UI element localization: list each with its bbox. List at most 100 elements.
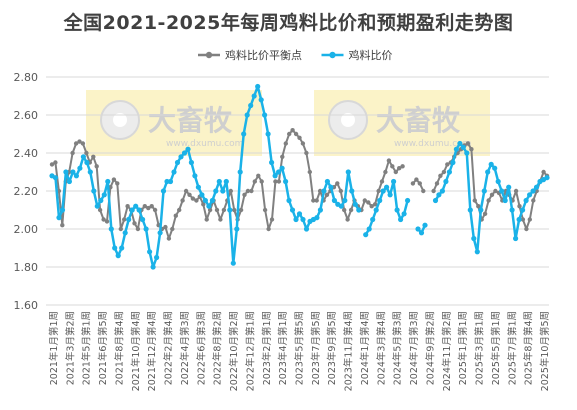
data-point bbox=[506, 184, 512, 190]
data-point bbox=[457, 140, 463, 147]
data-point bbox=[314, 198, 319, 203]
data-point bbox=[345, 217, 350, 222]
data-point bbox=[394, 207, 400, 213]
x-tick-label: 2025年1月第1周 bbox=[457, 311, 469, 385]
x-tick-label: 2022年2月第4周 bbox=[163, 311, 175, 385]
x-tick-label: 2024年11月第2周 bbox=[441, 311, 453, 391]
data-point bbox=[324, 192, 330, 197]
data-point bbox=[431, 188, 436, 194]
data-point bbox=[185, 146, 191, 152]
data-point bbox=[489, 192, 495, 197]
data-point bbox=[397, 166, 402, 171]
data-point bbox=[173, 213, 178, 218]
x-tick-label: 2025年5月第1周 bbox=[490, 311, 502, 385]
data-point bbox=[307, 169, 312, 175]
data-point bbox=[53, 160, 58, 165]
data-point bbox=[94, 203, 100, 209]
data-point bbox=[216, 178, 222, 185]
data-point bbox=[379, 179, 385, 184]
data-point bbox=[202, 197, 208, 204]
legend-swatch-marker bbox=[329, 51, 336, 59]
y-tick-label: 1.80 bbox=[14, 261, 39, 274]
data-point bbox=[213, 188, 219, 194]
x-tick-label: 2023年9月第5周 bbox=[326, 311, 338, 385]
data-point bbox=[287, 131, 292, 137]
data-point bbox=[227, 207, 233, 213]
data-point bbox=[533, 184, 540, 190]
data-point bbox=[255, 83, 261, 90]
data-point bbox=[348, 207, 354, 213]
data-point bbox=[286, 197, 292, 204]
data-point bbox=[80, 141, 86, 146]
data-point bbox=[77, 139, 82, 144]
data-point bbox=[387, 192, 393, 198]
watermark-brand: 大畜牧 bbox=[148, 104, 233, 137]
x-tick-label: 2022年10月第2周 bbox=[228, 311, 240, 391]
data-point bbox=[228, 188, 233, 194]
data-point bbox=[279, 165, 285, 171]
data-point bbox=[276, 169, 282, 175]
data-point bbox=[417, 181, 422, 186]
data-point bbox=[149, 204, 154, 209]
data-point bbox=[509, 207, 515, 213]
data-point bbox=[418, 230, 425, 236]
data-point bbox=[111, 177, 117, 182]
watermark-1: 大畜牧 www.dxumu.com bbox=[86, 90, 262, 156]
data-point bbox=[478, 207, 484, 213]
data-point bbox=[317, 207, 323, 213]
data-point bbox=[160, 188, 167, 194]
x-tick-label: 2024年1月第4周 bbox=[359, 311, 371, 385]
data-point bbox=[201, 202, 206, 207]
data-point bbox=[349, 188, 355, 194]
data-point bbox=[276, 179, 282, 184]
data-point bbox=[523, 197, 529, 204]
data-point bbox=[108, 226, 114, 232]
data-point bbox=[125, 204, 130, 209]
data-point bbox=[230, 260, 236, 266]
data-point bbox=[252, 179, 257, 184]
chart-title: 全国2021-2025年每周鸡料比价和预期盈利走势图 bbox=[63, 12, 514, 34]
data-point bbox=[199, 192, 205, 198]
x-tick-label: 2023年11月第4周 bbox=[343, 311, 355, 391]
data-point bbox=[195, 184, 201, 190]
data-point bbox=[258, 97, 264, 103]
x-tick-label: 2021年3月第2周 bbox=[64, 311, 76, 385]
data-point bbox=[80, 154, 86, 160]
data-point bbox=[174, 159, 181, 166]
data-point bbox=[517, 204, 522, 209]
data-point bbox=[297, 135, 302, 140]
watermark-logo-icon-inner bbox=[113, 113, 127, 127]
data-point bbox=[400, 164, 405, 169]
data-point bbox=[266, 226, 271, 232]
data-point bbox=[91, 188, 97, 194]
data-point bbox=[481, 188, 487, 194]
data-point bbox=[262, 112, 268, 118]
data-point bbox=[241, 131, 247, 137]
data-point bbox=[101, 192, 107, 198]
data-point bbox=[244, 112, 250, 118]
data-point bbox=[289, 207, 296, 213]
data-point bbox=[242, 192, 247, 197]
data-point bbox=[453, 146, 459, 152]
data-point bbox=[214, 207, 220, 213]
data-point bbox=[73, 173, 79, 179]
x-tick-label: 2025年3月第1周 bbox=[474, 311, 486, 385]
data-point bbox=[290, 128, 295, 133]
watermark-logo-icon-inner bbox=[341, 113, 355, 127]
data-point bbox=[398, 216, 404, 223]
x-tick-label: 2025年7月第1周 bbox=[506, 311, 518, 385]
data-point bbox=[415, 226, 421, 232]
data-point bbox=[183, 188, 189, 194]
x-tick-label: 2025年8月第4周 bbox=[523, 311, 535, 385]
x-tick-label: 2025年10月第5周 bbox=[539, 311, 551, 391]
data-point bbox=[441, 169, 447, 175]
data-point bbox=[372, 202, 378, 207]
data-point bbox=[84, 150, 89, 156]
data-point bbox=[342, 207, 347, 213]
data-point bbox=[486, 198, 491, 203]
data-point bbox=[520, 217, 526, 222]
data-point bbox=[300, 216, 306, 223]
data-point bbox=[410, 181, 416, 186]
data-point bbox=[220, 188, 226, 194]
data-point bbox=[450, 159, 456, 166]
